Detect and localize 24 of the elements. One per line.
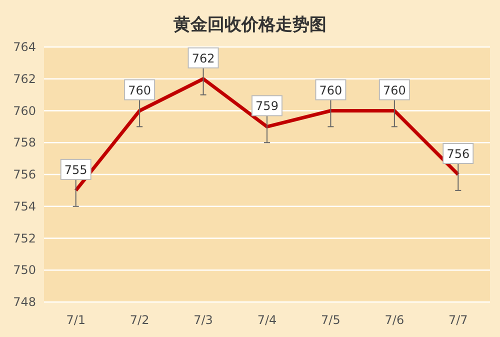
y-tick-label: 748: [13, 295, 36, 309]
x-tick-label: 7/3: [194, 313, 213, 327]
x-tick-label: 7/4: [257, 313, 277, 327]
y-tick-label: 756: [13, 168, 36, 182]
chart-title: 黄金回收价格走势图: [172, 15, 326, 35]
data-label: 759: [256, 99, 278, 114]
y-tick-label: 752: [13, 231, 36, 246]
y-tick-label: 760: [13, 104, 36, 118]
y-tick-label: 758: [13, 136, 36, 150]
x-tick-label: 7/7: [448, 313, 468, 327]
x-tick-label: 7/2: [130, 313, 150, 327]
data-label: 762: [192, 51, 215, 66]
data-label: 760: [319, 83, 342, 98]
y-tick-label: 750: [13, 263, 36, 278]
y-tick-label: 764: [13, 40, 36, 54]
data-label: 760: [128, 83, 152, 98]
x-tick-label: 7/5: [321, 313, 340, 327]
x-tick-label: 7/6: [384, 313, 404, 327]
data-label: 760: [382, 83, 406, 98]
y-tick-label: 754: [13, 199, 36, 214]
y-tick-label: 762: [13, 72, 36, 86]
data-label: 755: [64, 162, 88, 177]
data-label: 756: [446, 147, 470, 161]
x-tick-label: 7/1: [66, 313, 86, 327]
